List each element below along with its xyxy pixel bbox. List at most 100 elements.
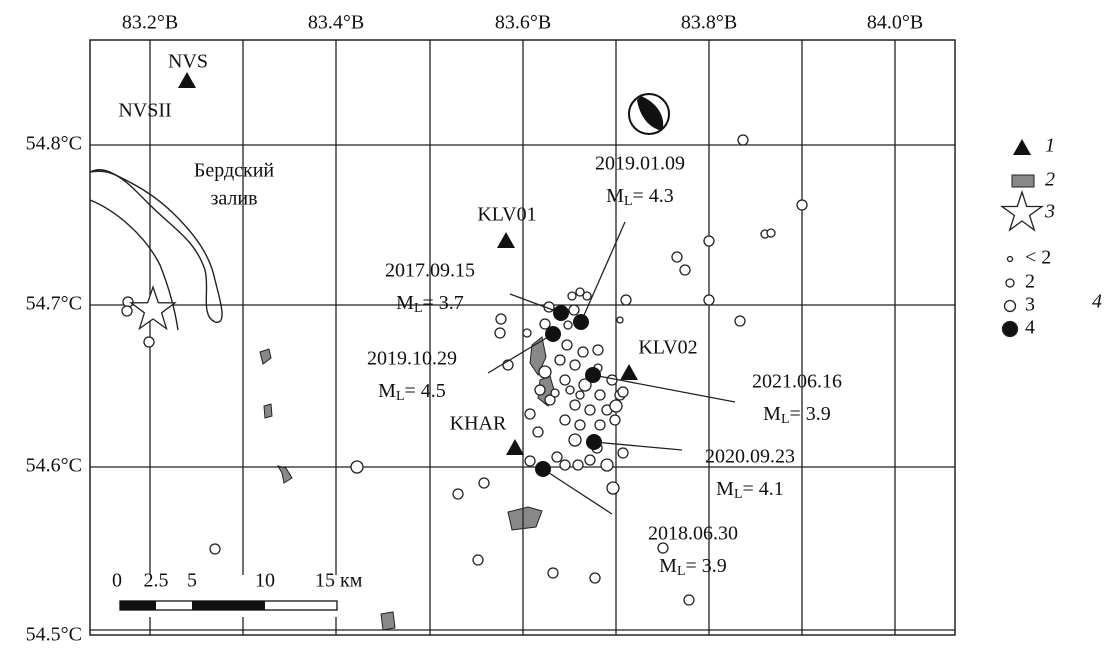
earthquake — [617, 386, 629, 398]
earthquake — [574, 419, 586, 431]
earthquake — [734, 315, 746, 327]
earthquake — [121, 305, 133, 317]
earthquake — [532, 426, 544, 438]
leader-line — [487, 333, 554, 374]
legend-label: 3 — [1044, 201, 1055, 223]
earthquake — [584, 404, 596, 416]
event-date: 2021.06.16 — [752, 371, 842, 393]
event-date: 2019.10.29 — [367, 348, 457, 370]
coastline — [89, 169, 223, 331]
earthquake — [584, 454, 596, 466]
legend-size — [1005, 278, 1015, 288]
legend-size — [1003, 299, 1017, 313]
legend-station — [1013, 139, 1031, 155]
magnitude-value: = 4.3 — [633, 185, 674, 207]
event-magnitude: ML= 3.7 — [396, 292, 464, 317]
earthquake — [551, 451, 563, 463]
station — [620, 364, 638, 380]
lon-label: 83.8°В — [681, 12, 737, 34]
scale-segment — [120, 601, 156, 610]
event-magnitude: ML= 3.9 — [763, 403, 831, 428]
leader-line — [509, 293, 562, 314]
station-label: NVS — [168, 51, 208, 73]
earthquake — [737, 134, 749, 146]
event-magnitude: ML= 3.9 — [659, 555, 727, 580]
scale-label: 2.5 — [144, 570, 169, 592]
earthquake — [547, 567, 559, 579]
station-label: KLV01 — [477, 204, 536, 226]
earthquake — [569, 359, 581, 371]
earthquake — [657, 542, 669, 554]
lat-label: 54.8°С — [26, 133, 82, 155]
earthquake — [569, 399, 581, 411]
earthquake — [472, 554, 484, 566]
lon-label: 84.0°В — [867, 12, 923, 34]
magnitude-value: = 4.1 — [743, 478, 784, 500]
event — [586, 434, 602, 450]
lake — [529, 336, 547, 377]
earthquake — [575, 287, 585, 297]
leader-line — [593, 441, 683, 451]
earthquake — [572, 459, 584, 471]
earthquake — [559, 414, 571, 426]
earthquake — [609, 414, 621, 426]
earthquake — [350, 460, 364, 474]
earthquake — [209, 543, 221, 555]
legend-size-label: 3 — [1025, 294, 1035, 316]
magnitude-value: = 3.9 — [790, 403, 831, 425]
focal-mechanism — [628, 93, 670, 135]
event-date: 2019.01.09 — [595, 153, 685, 175]
lake — [507, 506, 543, 531]
event-date: 2020.09.23 — [705, 446, 795, 468]
magnitude-subscript: L — [624, 194, 633, 209]
epicenter-star — [129, 284, 177, 331]
lat-label: 54.5°С — [26, 624, 82, 646]
event — [545, 326, 561, 342]
earthquake — [534, 384, 546, 396]
legend-label: 2 — [1045, 169, 1055, 191]
station-label: NVSII — [118, 100, 171, 122]
coast — [89, 169, 223, 323]
earthquake — [522, 328, 532, 338]
earthquake — [544, 394, 556, 406]
event-magnitude: ML= 4.5 — [378, 380, 446, 405]
earthquake — [539, 318, 551, 330]
magnitude-symbol: M — [606, 185, 624, 207]
magnitude-symbol: M — [378, 380, 396, 402]
magnitude-symbol: M — [396, 292, 414, 314]
scale-label: 15 км — [315, 570, 363, 592]
scale-label: 10 — [255, 570, 275, 592]
lon-label: 83.6°В — [495, 12, 551, 34]
earthquake — [452, 488, 464, 500]
lat-label: 54.7°С — [26, 293, 82, 315]
beach-ball-quadrant — [637, 96, 664, 131]
earthquake — [559, 459, 571, 471]
earthquake — [568, 304, 580, 316]
lon-label: 83.4°В — [308, 12, 364, 34]
legend-lake — [1011, 174, 1035, 188]
lat-label: 54.6°С — [26, 455, 82, 477]
station-label: KHAR — [450, 413, 507, 435]
earthquake — [679, 264, 691, 276]
earthquake — [589, 572, 601, 584]
earthquake — [620, 294, 632, 306]
scale-segment — [192, 601, 265, 610]
earthquake — [578, 378, 592, 392]
station — [506, 439, 524, 455]
earthquake — [796, 199, 808, 211]
earthquake — [671, 251, 683, 263]
magnitude-value: = 4.5 — [405, 380, 446, 402]
lake — [263, 403, 273, 419]
earthquake — [617, 447, 629, 459]
legend-label: 1 — [1045, 135, 1055, 157]
magnitude-symbol: M — [659, 555, 677, 577]
scale-label: 0 — [112, 570, 122, 592]
earthquake — [550, 388, 560, 398]
coast — [89, 199, 179, 331]
legend-size-label: 2 — [1025, 271, 1035, 293]
legend-size — [1001, 320, 1019, 338]
earthquake — [563, 320, 573, 330]
station — [497, 232, 515, 248]
earthquake — [538, 365, 552, 379]
